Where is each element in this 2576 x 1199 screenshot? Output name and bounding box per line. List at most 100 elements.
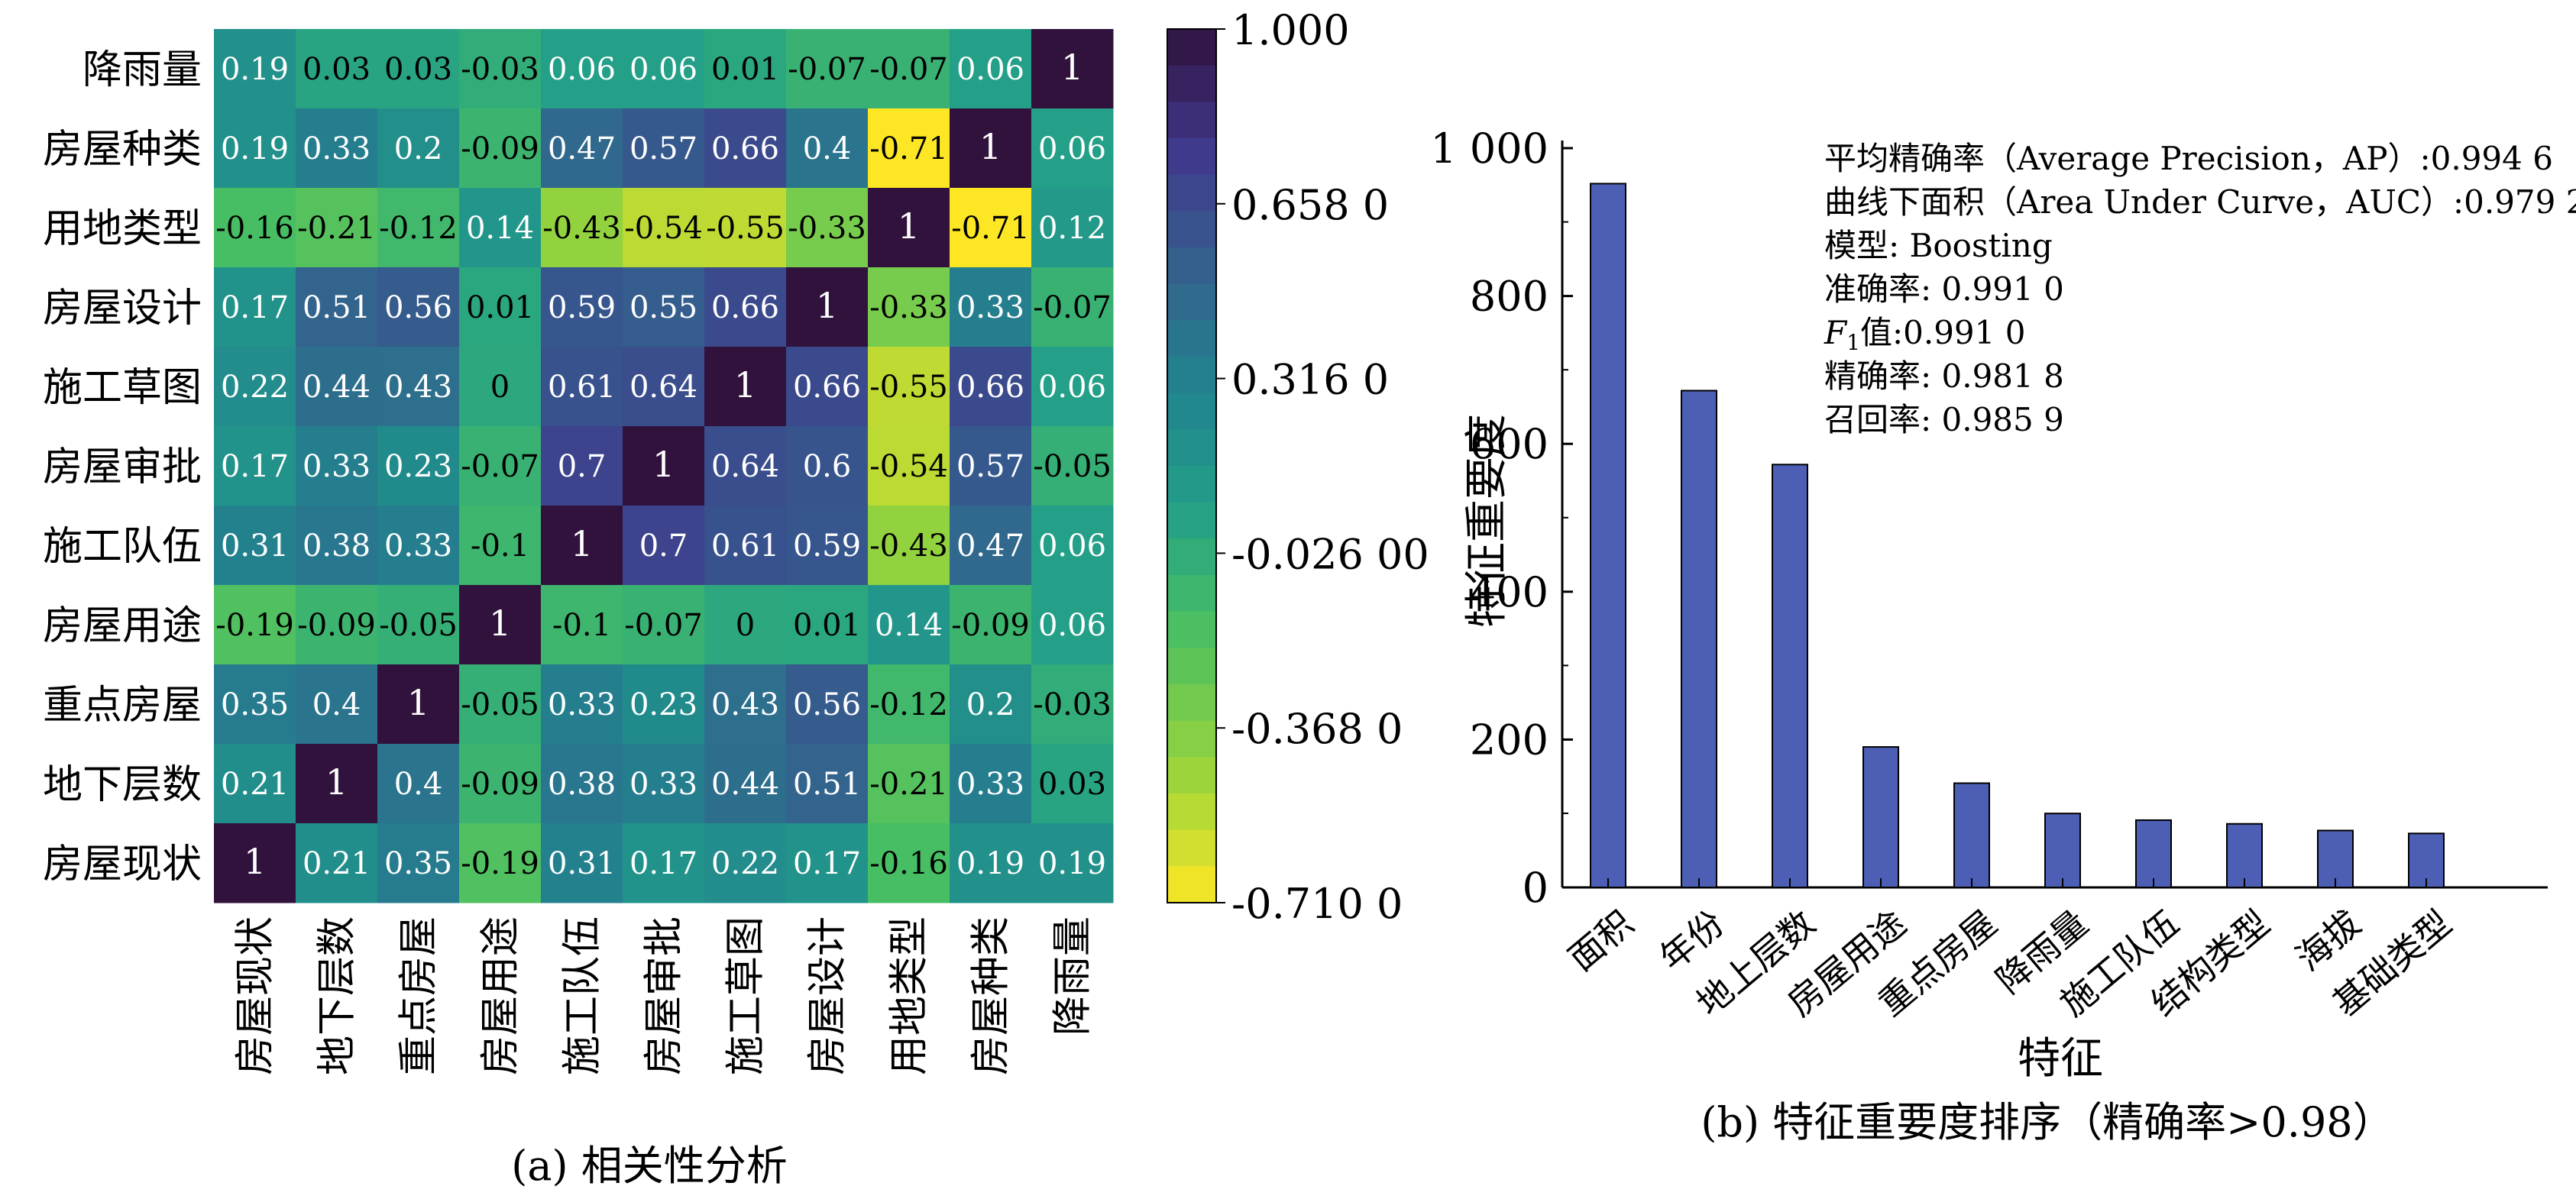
heatmap-cell — [868, 267, 950, 347]
heatmap-col-label: 房屋现状 — [233, 916, 279, 1075]
heatmap-cell-label: 0.35 — [384, 846, 452, 881]
heatmap-cell-label: 0.51 — [303, 290, 371, 325]
heatmap-cell-label: -0.09 — [951, 608, 1030, 643]
heatmap-cell — [1031, 506, 1114, 586]
heatmap-row-label: 重点房屋 — [43, 683, 202, 729]
heatmap-cell — [704, 426, 787, 506]
heatmap-cell-label: 0.2 — [394, 131, 443, 166]
heatmap-cell-label: 0.33 — [303, 449, 371, 484]
heatmap-cell — [623, 29, 705, 109]
heatmap-cell-label: 0.4 — [803, 131, 852, 166]
heatmap-cell — [541, 506, 623, 586]
heatmap-cell — [541, 108, 623, 189]
bar — [2044, 813, 2081, 888]
heatmap-cell-label: 1 — [571, 523, 593, 564]
heatmap-cell-label: 1 — [1061, 47, 1083, 88]
colorbar-segment — [1167, 538, 1216, 576]
heatmap-cell — [214, 108, 296, 189]
heatmap-cell — [296, 188, 378, 268]
heatmap-cell — [623, 585, 705, 665]
bar — [2135, 819, 2172, 888]
heatmap-row-label: 房屋审批 — [43, 444, 202, 490]
heatmap-cell-label: -0.12 — [379, 211, 458, 246]
colorbar-segment — [1167, 102, 1216, 139]
heatmap-cell — [377, 744, 460, 824]
colorbar-segment — [1167, 684, 1216, 722]
heatmap-cell — [623, 188, 705, 268]
bar — [1772, 464, 1808, 888]
heatmap-cell — [1031, 664, 1114, 745]
heatmap-col-label: 施工草图 — [723, 916, 769, 1075]
heatmap-cell — [377, 267, 460, 347]
heatmap-cell-label: -0.09 — [461, 131, 539, 166]
heatmap-cell-label: 0.21 — [221, 767, 289, 802]
bar-chart-caption: (b) 特征重要度排序（精确率>0.98） — [1701, 1098, 2393, 1146]
heatmap-cell-label: 0.03 — [1038, 767, 1106, 802]
heatmap-cell-label: 0.2 — [966, 687, 1015, 722]
heatmap-col-label: 房屋审批 — [642, 916, 688, 1075]
heatmap-cell — [1031, 29, 1114, 109]
heatmap-cell — [786, 267, 869, 347]
heatmap-cell-label: -0.07 — [461, 449, 539, 484]
heatmap-cell — [296, 267, 378, 347]
heatmap-cell — [950, 29, 1032, 109]
heatmap-cell-label: -0.1 — [552, 608, 611, 643]
heatmap-cell — [868, 744, 950, 824]
heatmap-cell-label: -0.43 — [869, 528, 948, 564]
heatmap-cell-label: 0.06 — [1038, 131, 1106, 166]
bar — [1953, 782, 1990, 888]
heatmap-cell-label: 0.01 — [466, 290, 534, 325]
heatmap-cell-label: 0.43 — [384, 370, 452, 405]
heatmap-cell-label: 0.19 — [956, 846, 1024, 881]
heatmap-cell — [214, 585, 296, 665]
heatmap-cell-label: 0.38 — [303, 528, 371, 564]
heatmap-cell — [868, 506, 950, 586]
annotation-auc: 曲线下面积（Area Under Curve，AUC）:0.979 2 — [1824, 183, 2576, 221]
heatmap-cell — [296, 823, 378, 903]
heatmap-cell — [377, 823, 460, 903]
bar — [2226, 822, 2263, 888]
heatmap-cell — [459, 29, 542, 109]
heatmap-cell — [868, 585, 950, 665]
heatmap-cell — [214, 347, 296, 427]
heatmap-cell — [786, 347, 869, 427]
heatmap-cell — [1031, 823, 1114, 903]
heatmap-cell — [1031, 108, 1114, 189]
heatmap-cell — [623, 744, 705, 824]
colorbar-segment — [1167, 793, 1216, 831]
heatmap-cell — [623, 267, 705, 347]
heatmap-cell-label: -0.71 — [951, 211, 1030, 246]
heatmap-cell — [459, 744, 542, 824]
heatmap-cell — [541, 585, 623, 665]
heatmap-row-label: 施工队伍 — [43, 524, 202, 570]
heatmap-cell-label: 0.38 — [548, 767, 616, 802]
heatmap-cell — [623, 506, 705, 586]
heatmap-cell-label: 0.33 — [629, 767, 697, 802]
colorbar-segment — [1167, 829, 1216, 867]
heatmap-cell-label: -0.07 — [624, 608, 703, 643]
heatmap-cell-label: 0.43 — [711, 687, 779, 722]
heatmap-cell — [623, 664, 705, 745]
heatmap-cell-label: -0.1 — [471, 528, 529, 564]
heatmap-cell — [950, 585, 1032, 665]
heatmap-cell-label: -0.16 — [869, 846, 948, 881]
heatmap-cell-label: 0.33 — [303, 131, 371, 166]
heatmap-cell — [459, 664, 542, 745]
bar — [1681, 389, 1717, 888]
heatmap-cell-label: -0.54 — [869, 449, 948, 484]
heatmap-cell — [786, 664, 869, 745]
heatmap-cell-label: 0.23 — [629, 687, 697, 722]
heatmap-cell-label: 0.6 — [803, 449, 852, 484]
heatmap-cell — [704, 108, 787, 189]
heatmap-cell — [214, 188, 296, 268]
heatmap-cell — [786, 188, 869, 268]
heatmap-cell-label: 0.4 — [394, 767, 443, 802]
heatmap-cell — [704, 188, 787, 268]
colorbar-segment — [1167, 502, 1216, 539]
heatmap-cell — [786, 108, 869, 189]
bar — [1590, 183, 1626, 889]
heatmap-cell — [950, 506, 1032, 586]
y-tick-label: 1 000 — [1430, 124, 1549, 173]
heatmap-cell-label: 0.06 — [956, 52, 1024, 87]
heatmap-cell — [296, 426, 378, 506]
